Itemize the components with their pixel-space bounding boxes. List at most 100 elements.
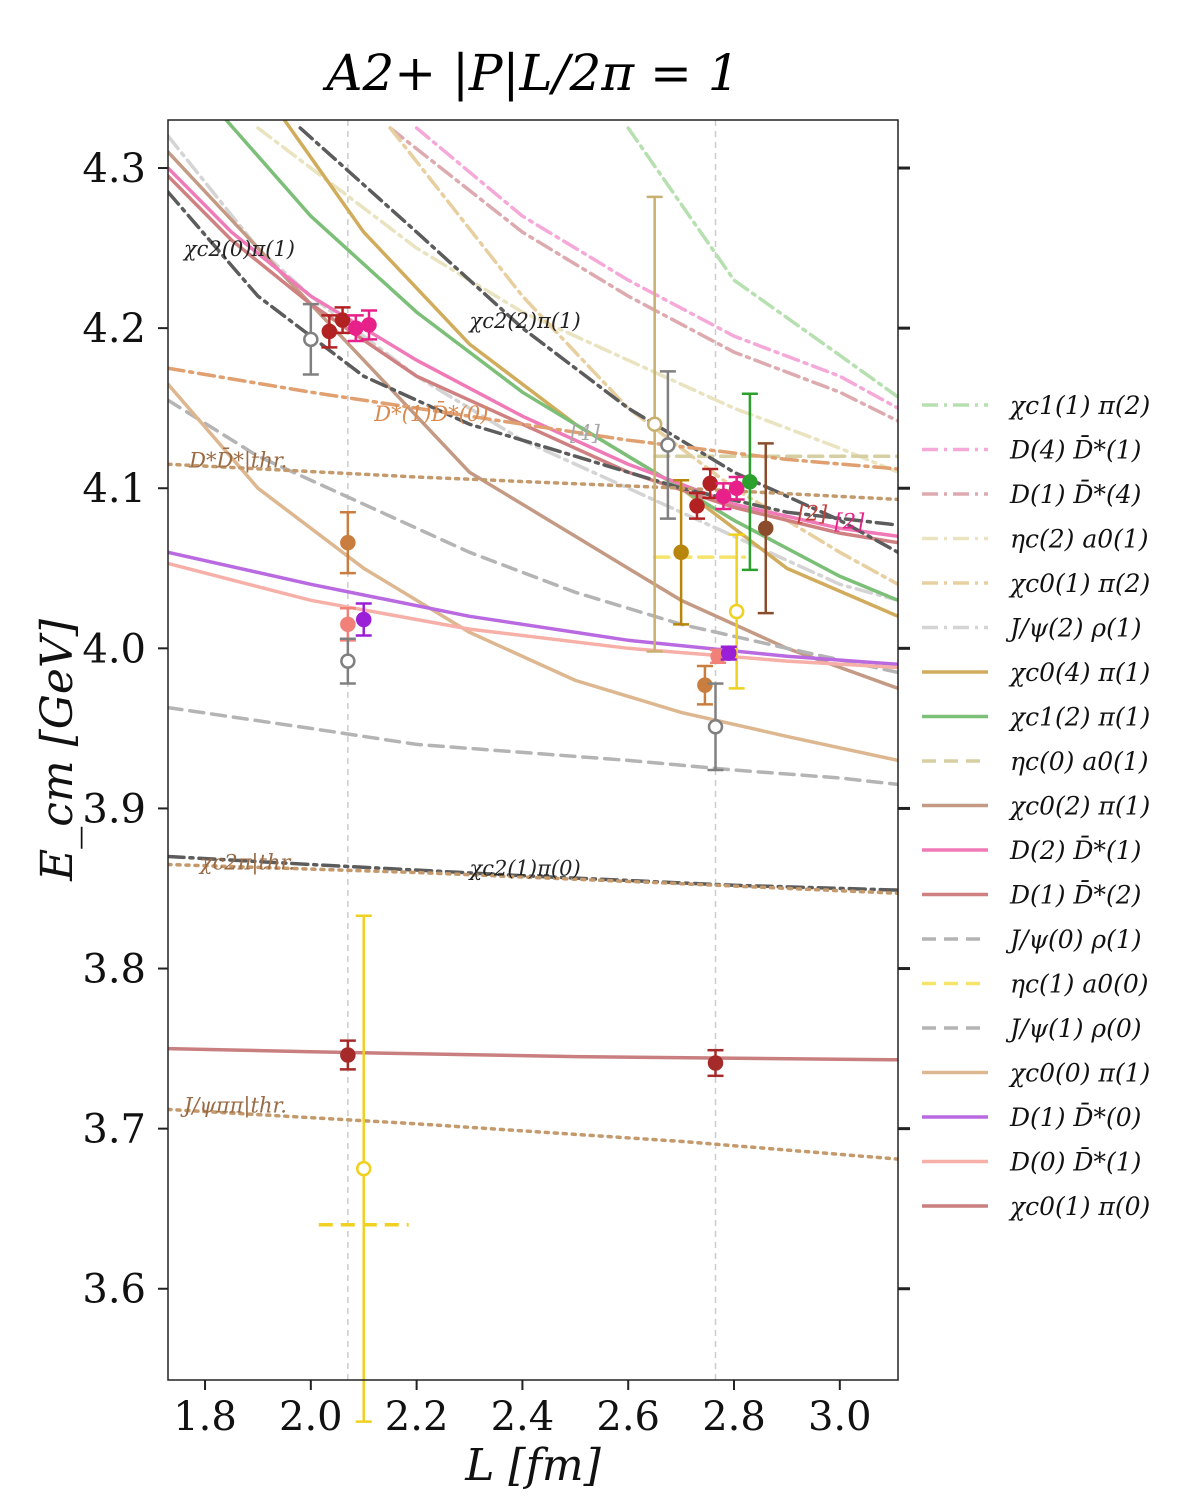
x-tick-label: 2.2: [385, 1394, 449, 1440]
series-line: [626, 126, 898, 399]
data-point: [646, 416, 663, 432]
curve-annotation: [2]: [797, 501, 828, 525]
series-line: [168, 166, 898, 539]
data-point: [758, 520, 774, 537]
series-line: [168, 550, 898, 667]
data-point: [340, 1047, 356, 1063]
legend-label: D(4) D̄*(1): [1009, 436, 1141, 465]
points-group: [302, 195, 774, 1423]
data-point: [715, 488, 732, 504]
legend-label: χc0(2) π(1): [1008, 792, 1150, 821]
curve-annotation: χc2(0)π(1): [182, 237, 295, 261]
data-point: [340, 653, 356, 669]
series-line: [168, 398, 898, 675]
series-line: [168, 134, 898, 603]
data-point: [321, 323, 338, 340]
curve-annotation: J/ψππ|thr.: [180, 1094, 287, 1119]
data-point: [355, 1160, 372, 1177]
series-line: [168, 862, 898, 896]
y-tick-label: 4.0: [82, 626, 146, 672]
plot-frame: [167, 119, 899, 1381]
y-tick-label: 4.1: [82, 466, 146, 512]
series-line: [168, 561, 898, 670]
x-tick-label: 2.8: [702, 1394, 766, 1440]
curve-group: [168, 120, 898, 1161]
data-point: [355, 611, 372, 628]
x-tick-label: 2.6: [596, 1394, 660, 1440]
legend-label: J/ψ(0) ρ(1): [1005, 925, 1142, 954]
curve-annotation: χc2π|thr.: [198, 850, 295, 875]
legend-label: χc1(2) π(1): [1008, 703, 1150, 732]
legend-label: J/ψ(2) ρ(1): [1005, 614, 1142, 643]
chart-title: A2+ |P|L/2π = 1: [322, 44, 739, 102]
data-point: [720, 645, 737, 661]
series-line: [168, 705, 898, 787]
x-axis-label: L [fm]: [464, 1440, 601, 1491]
y-axis-label: E_cm [GeV]: [32, 618, 83, 882]
legend-label: D(1) D̄*(2): [1009, 881, 1141, 910]
data-point: [340, 616, 356, 633]
series-line: [168, 190, 898, 527]
curve-annotation: [2]: [835, 509, 866, 533]
legend: χc1(1) π(2) D(4) D̄*(1) D(1) D̄*(4) ηc(2) a…: [922, 391, 1150, 1221]
data-point: [697, 677, 713, 693]
legend-label: χc0(1) π(0): [1008, 1192, 1150, 1221]
legend-label: χc1(1) π(2): [1008, 391, 1150, 420]
legend-label: D(2) D̄*(1): [1009, 836, 1141, 865]
legend-label: χc0(0) π(1): [1008, 1059, 1150, 1088]
series-line: [256, 126, 898, 474]
annotations-group: χc2(0)π(1) χc2(2)π(1) D*(1)D̄*(0) [4] D*D̄*|…: [180, 237, 865, 1119]
y-tick-label: 3.9: [82, 786, 146, 832]
legend-label: ηc(2) a0(1): [1010, 525, 1149, 554]
series-line: [224, 120, 898, 603]
curve-annotation: χc2(2)π(1): [468, 309, 581, 333]
curve-annotation: χc2(1)π(0): [468, 857, 581, 881]
data-point: [742, 474, 758, 490]
legend-label: ηc(0) a0(1): [1010, 747, 1149, 776]
data-point: [707, 1055, 724, 1071]
x-tick-label: 2.4: [491, 1394, 555, 1440]
data-point: [303, 331, 319, 348]
y-tick-label: 3.6: [82, 1267, 146, 1313]
data-point: [334, 312, 351, 328]
ticks-group: 1.8 2.0 2.2 2.4 2.6 2.8 3.0 3.6 3.7 3.8 3.9 4.0 4.1 4…: [82, 146, 910, 1440]
y-tick-label: 3.8: [82, 947, 146, 993]
y-tick-label: 4.2: [82, 306, 146, 352]
series-line: [414, 126, 898, 410]
x-tick-label: 2.0: [279, 1394, 343, 1440]
series-line: [168, 174, 898, 545]
series-line: [388, 126, 898, 423]
x-tick-label: 1.8: [173, 1394, 237, 1440]
series-line: [168, 1046, 898, 1062]
y-tick-label: 3.7: [82, 1107, 146, 1153]
series-line: [168, 462, 898, 502]
plot-area: χc2(0)π(1) χc2(2)π(1) D*(1)D̄*(0) [4] D*D̄*|…: [82, 119, 910, 1440]
data-point: [340, 534, 356, 551]
legend-label: χc0(1) π(2): [1008, 569, 1150, 598]
data-point: [707, 719, 724, 735]
curve-annotation: [4]: [570, 421, 601, 445]
series-line: [298, 126, 898, 555]
curve-annotation: D*(1)D̄*(0): [373, 401, 488, 426]
legend-label: D(1) D̄*(0): [1009, 1103, 1141, 1132]
series-line: [168, 1107, 898, 1161]
data-point: [660, 437, 676, 453]
legend-label: D(1) D̄*(4): [1009, 480, 1141, 509]
legend-label: D(0) D̄*(1): [1009, 1148, 1141, 1177]
data-point: [348, 320, 364, 336]
series-line: [168, 366, 898, 471]
legend-label: χc0(4) π(1): [1008, 658, 1150, 687]
data-point: [728, 603, 745, 620]
data-point: [361, 317, 377, 333]
data-point: [689, 498, 705, 514]
data-point: [702, 475, 718, 492]
series-line: [168, 382, 898, 763]
data-point: [673, 544, 689, 561]
data-point: [728, 480, 745, 496]
legend-label: J/ψ(1) ρ(0): [1005, 1014, 1142, 1043]
x-tick-label: 3.0: [808, 1394, 872, 1440]
y-tick-label: 4.3: [82, 146, 146, 192]
legend-label: ηc(1) a0(0): [1010, 970, 1149, 999]
curve-annotation: D*D̄*|thr.: [188, 448, 287, 474]
